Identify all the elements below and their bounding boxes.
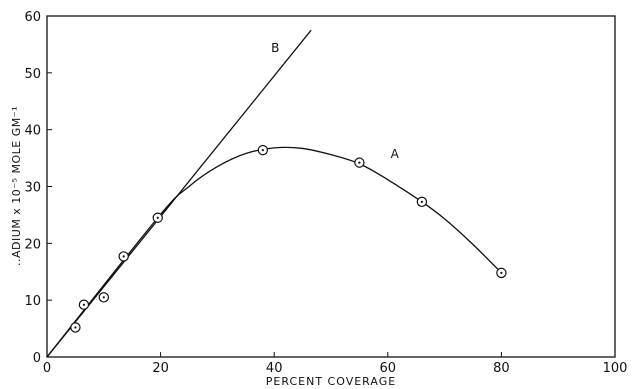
data-point-center: [82, 303, 86, 306]
x-axis-label: PERCENT COVERAGE: [266, 375, 396, 388]
y-tick-label: 0: [33, 351, 41, 366]
x-tick-label: 60: [380, 361, 397, 376]
x-tick-label: 20: [152, 361, 169, 376]
y-tick-label: 30: [24, 181, 41, 196]
x-tick-label: 0: [43, 361, 51, 376]
y-axis-label: ..ADIUM x 10⁻⁵ MOLE GM⁻¹: [10, 106, 23, 266]
data-point-center: [102, 296, 105, 299]
data-point-center: [74, 326, 77, 329]
data-point-center: [420, 200, 423, 203]
data-point-center: [500, 271, 503, 274]
y-tick-label: 50: [24, 67, 41, 82]
series-a-curve: [46, 146, 502, 358]
data-point-center: [122, 255, 125, 258]
series-b-label: B: [271, 41, 279, 55]
x-tick-label: 80: [493, 361, 510, 376]
y-tick-label: 40: [24, 124, 41, 139]
y-tick-label: 20: [24, 237, 41, 252]
axis-ticks: 0 20 40 60 80 100 0 10 20 30 40 50 60: [24, 10, 627, 376]
y-tick-label: 10: [24, 294, 41, 309]
series-a-label: A: [391, 147, 400, 161]
plot-frame: [46, 15, 616, 358]
data-point-center: [261, 149, 264, 152]
x-tick-label: 100: [603, 361, 628, 376]
series-layer: BA: [46, 29, 507, 358]
data-point-center: [358, 161, 361, 164]
data-point-center: [156, 216, 159, 219]
x-tick-label: 40: [266, 361, 283, 376]
y-tick-label: 60: [24, 10, 41, 25]
